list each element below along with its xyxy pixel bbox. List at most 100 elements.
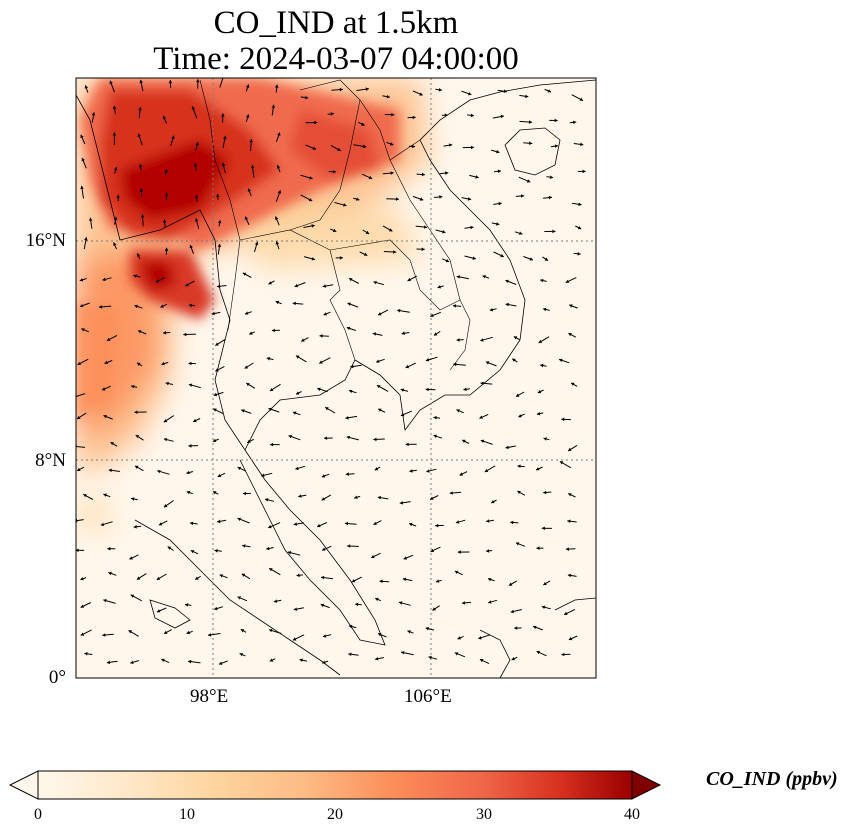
wind-arrow-head	[80, 577, 84, 581]
wind-arrow-head	[505, 302, 509, 307]
wind-arrow-head	[213, 392, 218, 397]
wind-arrow-head	[268, 281, 272, 285]
wind-arrow-head	[349, 389, 353, 394]
wind-arrow-head	[456, 275, 460, 279]
wind-arrow-head	[455, 520, 460, 524]
wind-arrow-head	[435, 523, 439, 528]
wind-arrow-head	[430, 313, 434, 317]
wind-arrow-head	[528, 120, 532, 124]
wind-arrow-head	[275, 300, 280, 305]
wind-arrow-head	[79, 278, 84, 282]
wind-arrow-head	[536, 546, 540, 550]
wind-arrow-head	[293, 607, 298, 611]
wind-arrow-head	[433, 434, 437, 438]
wind-arrow-head	[425, 627, 429, 631]
wind-arrow-head	[482, 275, 486, 279]
wind-arrow-head	[373, 521, 377, 525]
wind-arrow-head	[216, 193, 220, 197]
wind-arrow-head	[136, 576, 141, 580]
wind-arrow	[76, 445, 86, 448]
wind-arrow-head	[339, 87, 343, 92]
wind-arrow-head	[347, 302, 351, 306]
wind-arrow-head	[164, 630, 168, 634]
wind-arrow-head	[163, 437, 168, 442]
wind-arrow-head	[457, 636, 461, 640]
wind-arrow-head	[454, 652, 459, 656]
wind-arrow-head	[320, 603, 325, 608]
wind-arrow-head	[378, 408, 382, 412]
wind-arrow-head	[565, 547, 569, 551]
wind-arrow-head	[547, 89, 551, 93]
wind-arrow-head	[294, 283, 299, 288]
wind-arrow-head	[322, 284, 326, 288]
wind-arrow-head	[321, 474, 326, 478]
wind-arrow-head	[189, 303, 193, 308]
wind-arrow-head	[317, 523, 321, 528]
wind-arrow-head	[133, 274, 137, 278]
wind-arrow-head	[221, 113, 225, 117]
wind-arrow-head	[103, 414, 107, 419]
wind-arrow-head	[189, 244, 193, 249]
wind-arrow-head	[536, 650, 541, 655]
wind-arrow-head	[219, 574, 223, 578]
wind-arrow-head	[91, 112, 96, 116]
wind-arrow-head	[110, 442, 114, 446]
wind-arrow-head	[470, 225, 474, 230]
wind-arrow-head	[108, 571, 112, 576]
wind-arrow-head	[270, 442, 274, 447]
wind-arrow-head	[275, 216, 279, 220]
wind-arrow-head	[543, 307, 547, 312]
wind-arrow-head	[514, 626, 518, 630]
wind-arrow-head	[242, 544, 246, 548]
wind-arrow-head	[268, 524, 272, 529]
colorbar-tick-20: 20	[327, 806, 343, 823]
wind-arrow-head	[375, 597, 379, 602]
wind-arrow-head	[467, 197, 472, 201]
wind-arrow-head	[241, 409, 245, 413]
wind-arrow-head	[438, 88, 442, 92]
wind-arrow-head	[375, 657, 379, 661]
wind-arrow-head	[100, 522, 105, 527]
wind-arrow-head	[409, 469, 413, 473]
wind-arrow-head	[131, 497, 135, 501]
wind-arrow-head	[133, 525, 137, 529]
colorbar-label: CO_IND (ppbv)	[706, 768, 838, 790]
wind-arrow-head	[379, 579, 383, 584]
wind-arrow-head	[211, 311, 215, 316]
wind-arrow-head	[512, 358, 516, 362]
wind-arrow-head	[295, 466, 299, 471]
wind-arrow-head	[401, 651, 405, 655]
wind-arrow-head	[348, 652, 352, 657]
wind-arrow-head	[80, 632, 85, 636]
wind-arrow-head	[343, 203, 347, 207]
wind-arrow-head	[298, 494, 302, 498]
wind-arrow-head	[339, 256, 343, 260]
wind-arrow-head	[287, 551, 292, 555]
wind-arrow-head	[412, 144, 416, 149]
wind-arrow-head	[140, 214, 145, 218]
wind-arrow-head	[540, 363, 544, 368]
wind-arrow-head	[497, 169, 501, 174]
wind-arrow-head	[508, 582, 513, 586]
wind-arrow-head	[103, 493, 107, 497]
wind-arrow-head	[549, 175, 553, 179]
wind-arrow-head	[479, 659, 484, 663]
wind-arrow-head	[439, 195, 443, 199]
country-borders	[199, 79, 471, 371]
wind-arrow-head	[273, 599, 278, 603]
colorbar	[8, 770, 662, 800]
wind-arrow-head	[564, 611, 568, 615]
lon-tick-98: 98°E	[190, 686, 229, 707]
wind-arrow-head	[217, 284, 221, 289]
wind-arrow-head	[77, 467, 81, 471]
wind-arrow-head	[193, 163, 198, 167]
wind-arrow-head	[349, 624, 353, 629]
wind-arrow-head	[213, 491, 217, 495]
wind-arrow-head	[161, 658, 165, 662]
wind-arrow-head	[445, 259, 450, 263]
wind-arrow-head	[449, 491, 453, 495]
lon-tick-106: 106°E	[404, 686, 452, 707]
wind-arrow-head	[98, 305, 103, 309]
colorbar-tick-10: 10	[179, 806, 195, 823]
wind-arrow-head	[109, 80, 113, 85]
